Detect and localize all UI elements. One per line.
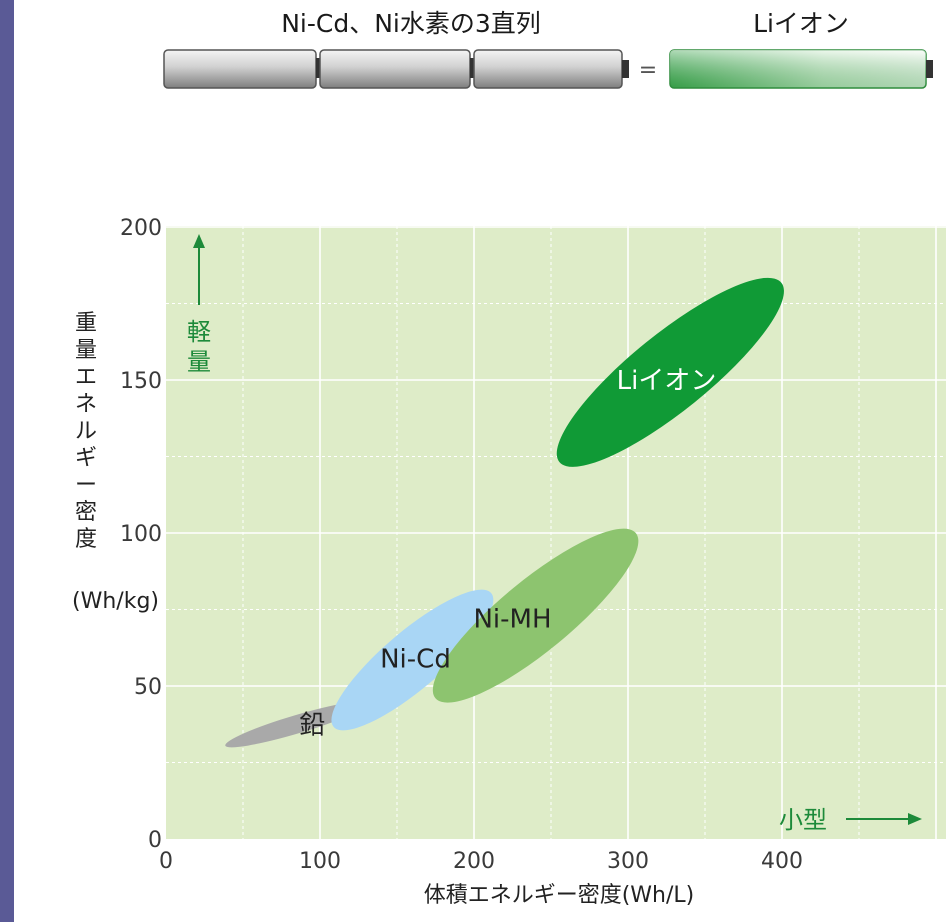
y-tick-label: 0	[148, 828, 162, 853]
y-axis-label-char: 量	[75, 338, 97, 363]
gridlines	[166, 226, 946, 839]
y-axis-label-char: ル	[75, 419, 97, 444]
li-ion-battery-icon	[669, 49, 933, 89]
li-ion-battery-label: Liイオン	[753, 9, 849, 38]
tick-labels: 0 100 200 300 400 0 50 100 150 200	[120, 216, 803, 874]
y-axis-label-char: 重	[75, 311, 97, 336]
region-Ni-MH	[432, 528, 639, 703]
regions: 鉛 Ni-Cd Ni-MH Liイオン	[225, 277, 784, 748]
x-axis-label: 体積エネルギー密度(Wh/L)	[424, 883, 695, 908]
x-tick-label: 400	[761, 849, 803, 874]
y-axis-label-char: ー	[75, 473, 97, 498]
y-axis-label-char: ギ	[75, 446, 97, 471]
region-label: 鉛	[299, 710, 325, 740]
compact-annotation: 小型	[779, 806, 922, 834]
region-ellipse	[331, 589, 494, 731]
x-tick-label: 300	[607, 849, 649, 874]
region-ellipse	[556, 277, 784, 467]
y-tick-label: 50	[134, 675, 162, 700]
lightweight-label-char: 量	[187, 348, 211, 376]
y-tick-label: 150	[120, 369, 162, 394]
figure: Ni-Cd、Ni水素の3直列 Liイオン = 鉛 Ni-Cd Ni-MH Liイオン …	[14, 0, 949, 922]
chart-svg: Ni-Cd、Ni水素の3直列 Liイオン = 鉛 Ni-Cd Ni-MH Liイオン …	[72, 9, 946, 908]
lightweight-label-char: 軽	[187, 318, 211, 346]
region-Ni-Cd	[331, 589, 494, 731]
x-tick-label: 0	[159, 849, 173, 874]
y-tick-label: 200	[120, 216, 162, 241]
y-tick-label: 100	[120, 522, 162, 547]
compact-label: 小型	[779, 806, 827, 834]
three-series-battery-icon	[163, 49, 629, 89]
y-axis-unit: (Wh/kg)	[72, 589, 159, 614]
y-axis-label-char: エ	[75, 365, 97, 390]
plot-area: 鉛 Ni-Cd Ni-MH Liイオン 0 100 200 300 400 0 50 100 150 2…	[120, 216, 946, 874]
y-axis-label-char: 密	[75, 500, 97, 525]
region-Liイオン	[556, 277, 784, 467]
y-axis-label-char: 度	[75, 527, 97, 552]
lightweight-annotation: 軽量	[187, 234, 211, 376]
equals-sign: =	[639, 58, 657, 83]
region-ellipse	[432, 528, 639, 703]
region-label: Liイオン	[617, 366, 717, 396]
region-label: Ni-Cd	[380, 644, 451, 674]
header: Ni-Cd、Ni水素の3直列 Liイオン =	[163, 9, 933, 89]
region-label: Ni-MH	[473, 605, 551, 635]
x-tick-label: 200	[453, 849, 495, 874]
y-axis-label-char: ネ	[75, 392, 97, 417]
series-battery-label: Ni-Cd、Ni水素の3直列	[281, 9, 541, 38]
x-tick-label: 100	[299, 849, 341, 874]
